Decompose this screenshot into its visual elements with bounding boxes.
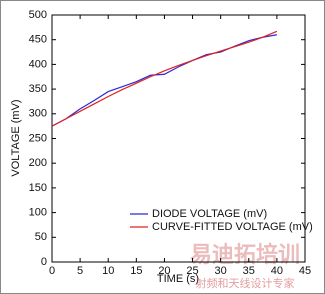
y-tick-label: 100 — [29, 207, 47, 219]
x-tick-label: 20 — [158, 265, 170, 277]
y-tick-label: 150 — [29, 182, 47, 194]
legend-label: DIODE VOLTAGE (mV) — [152, 208, 267, 220]
y-tick-label: 400 — [29, 58, 47, 70]
x-tick-label: 35 — [243, 265, 255, 277]
x-tick-label: 10 — [102, 265, 114, 277]
legend-label: CURVE-FITTED VOLTAGE (mV) — [152, 221, 313, 233]
data-line — [51, 34, 277, 127]
data-line — [51, 30, 278, 127]
x-tick-label: 45 — [299, 265, 311, 277]
y-tick-label: 350 — [29, 83, 47, 95]
y-tick-label: 50 — [35, 231, 47, 243]
x-axis-label: TIME (s) — [157, 273, 199, 285]
watermark: 射频和天线设计专家 — [196, 276, 295, 290]
y-tick-label: 200 — [29, 157, 47, 169]
y-axis-label: VOLTAGE (mV) — [10, 99, 22, 176]
y-tick-label: 250 — [29, 132, 47, 144]
y-tick-label: 500 — [29, 9, 47, 21]
x-tick-label: 30 — [215, 265, 227, 277]
y-tick-label: 0 — [41, 256, 47, 268]
y-tick-label: 450 — [29, 34, 47, 46]
x-tick-label: 15 — [130, 265, 142, 277]
watermark: 易迪拓培训 — [190, 242, 300, 267]
y-tick-label: 300 — [29, 108, 47, 120]
x-tick-label: 0 — [49, 265, 55, 277]
x-tick-label: 40 — [271, 265, 283, 277]
x-tick-label: 5 — [77, 265, 83, 277]
x-tick-label: 25 — [186, 265, 198, 277]
